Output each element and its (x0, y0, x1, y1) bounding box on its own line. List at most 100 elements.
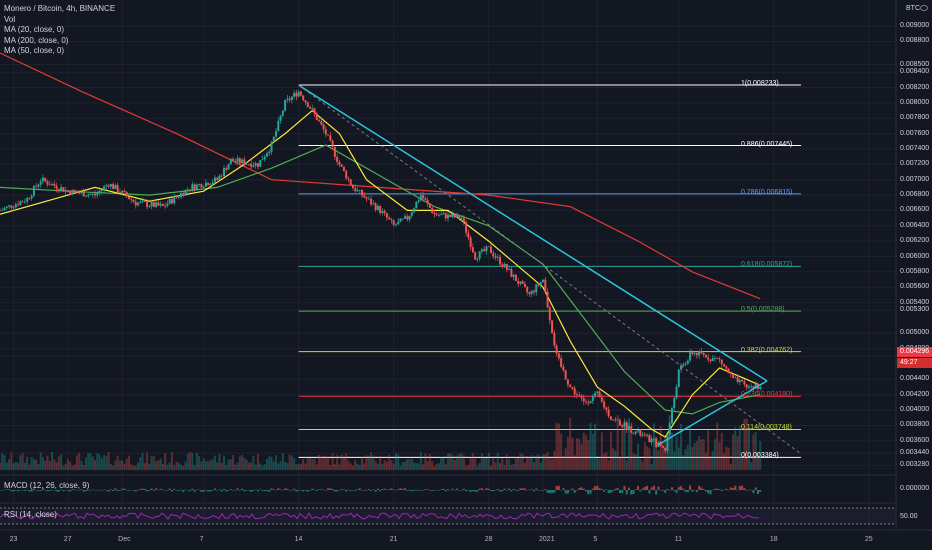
candle-body (268, 151, 271, 154)
macd-bar (118, 490, 121, 491)
macd-bar (51, 489, 54, 491)
macd-bar (695, 490, 698, 492)
candle-body (480, 249, 483, 252)
macd-bar (397, 489, 400, 490)
macd-bar (370, 490, 373, 491)
symbol-title[interactable]: Monero / Bitcoin, 4h, BINANCE (4, 4, 116, 13)
macd-bar (747, 489, 750, 491)
volume-bar (114, 460, 117, 470)
macd-bar (713, 488, 716, 490)
candle-body (28, 198, 31, 199)
candle-body (397, 221, 400, 225)
candle-body (89, 194, 92, 196)
volume-bar (537, 454, 540, 470)
candle-body (557, 353, 560, 359)
time-tick: 18 (769, 536, 778, 543)
legend-ma20[interactable]: MA (20, close, 0) (4, 25, 65, 34)
macd-bar (394, 490, 397, 491)
volume-bar (243, 457, 246, 470)
eye-icon[interactable] (920, 5, 928, 11)
candle-body (1, 209, 4, 211)
macd-bar (62, 490, 65, 492)
volume-bars (0, 414, 762, 470)
macd-bar (225, 490, 228, 492)
volume-bar (607, 460, 610, 470)
volume-bar (566, 436, 569, 470)
volume-bar (130, 464, 133, 470)
candle-body (413, 208, 416, 213)
time-tick: 27 (63, 536, 72, 543)
volume-bar (288, 454, 291, 470)
candle-body (103, 186, 106, 190)
macd-bar (324, 490, 327, 491)
candle-body (75, 191, 78, 193)
candle-body (107, 185, 110, 187)
macd-bar (673, 490, 676, 492)
fib-label: 0.786(0.006815) (740, 188, 793, 196)
price-tick: 0.009000 (900, 22, 930, 30)
candle-body (637, 430, 640, 432)
macd-bar (727, 490, 730, 491)
macd-bar (453, 490, 456, 491)
volume-bar (684, 449, 687, 470)
candle-body (234, 161, 237, 163)
volume-bar (523, 462, 526, 470)
candle-body (514, 274, 517, 281)
candle-body (605, 407, 608, 410)
macd-bar (193, 490, 196, 492)
volume-bar (127, 455, 130, 470)
volume-bar (256, 453, 259, 470)
volume-bar (467, 464, 470, 470)
volume-bar (254, 464, 257, 470)
candle-body (618, 420, 621, 426)
candle-body (146, 201, 149, 207)
candle-body (723, 364, 726, 367)
macd-bar (447, 489, 449, 490)
macd-bar (191, 488, 194, 490)
candle-body (35, 186, 38, 187)
volume-bar (410, 458, 413, 470)
macd-bar (372, 489, 375, 490)
rsi-label[interactable]: RSI (14, close) (4, 510, 57, 519)
candle-body (704, 355, 707, 358)
legend-ma200[interactable]: MA (200, close, 0) (4, 35, 69, 45)
volume-bar (573, 455, 576, 470)
legend-vol[interactable]: Vol (4, 14, 16, 24)
volume-bar (745, 418, 748, 470)
price-tick: 0.003600 (900, 436, 930, 444)
macd-bar (243, 490, 246, 492)
candle-body (718, 358, 721, 360)
macd-bar (465, 490, 468, 491)
legend-ma50[interactable]: MA (50, close, 0) (4, 46, 65, 55)
candle-body (422, 195, 425, 199)
trendlines[interactable] (298, 84, 802, 455)
macd-bar (623, 485, 626, 490)
volume-bar (322, 455, 325, 470)
volume-bar (356, 463, 359, 470)
macd-bar (320, 489, 323, 490)
candle-body (523, 283, 526, 287)
candle-body (738, 380, 741, 383)
macd-bar (460, 490, 463, 491)
volume-bar (440, 457, 443, 470)
candle-body (109, 184, 112, 187)
volume-bar (173, 465, 176, 470)
candle-body (198, 184, 201, 185)
candle-body (143, 201, 146, 202)
macd-bar (729, 487, 732, 490)
candle-body (383, 211, 386, 214)
volume-bar (363, 463, 366, 470)
macd-label[interactable]: MACD (12, 26, close, 9) (4, 481, 90, 490)
candle-body (349, 179, 352, 185)
candle-body (630, 426, 633, 433)
macd-bar (105, 489, 108, 491)
candle-body (340, 164, 343, 167)
volume-bar (94, 460, 97, 470)
candle-body (159, 204, 162, 206)
candle-body (123, 190, 126, 193)
volume-bar (571, 437, 574, 470)
candle-body (419, 195, 422, 201)
candle-body (406, 216, 409, 220)
volume-bar (458, 453, 461, 470)
